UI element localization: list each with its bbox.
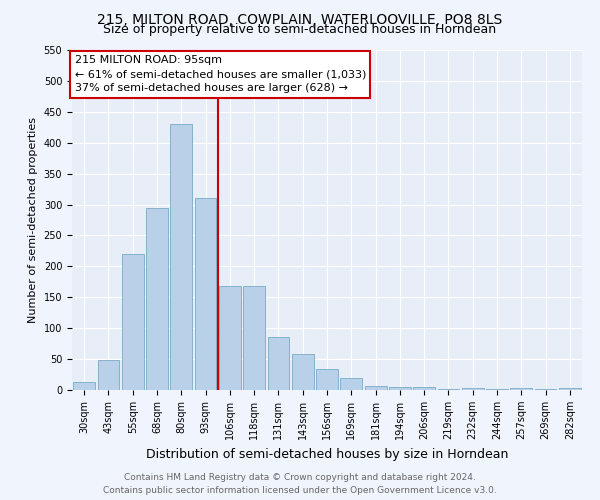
Bar — [486, 389, 508, 390]
Bar — [365, 386, 386, 390]
Bar — [146, 208, 168, 390]
Bar — [243, 286, 265, 390]
Bar — [73, 382, 95, 390]
Y-axis label: Number of semi-detached properties: Number of semi-detached properties — [28, 117, 38, 323]
Bar — [437, 389, 460, 390]
Bar — [268, 338, 289, 390]
Text: Size of property relative to semi-detached houses in Horndean: Size of property relative to semi-detach… — [103, 22, 497, 36]
Text: 215 MILTON ROAD: 95sqm
← 61% of semi-detached houses are smaller (1,033)
37% of : 215 MILTON ROAD: 95sqm ← 61% of semi-det… — [74, 55, 366, 93]
Bar — [194, 198, 217, 390]
Bar — [170, 124, 192, 390]
Bar — [462, 388, 484, 390]
X-axis label: Distribution of semi-detached houses by size in Horndean: Distribution of semi-detached houses by … — [146, 448, 508, 460]
Bar — [219, 286, 241, 390]
Bar — [413, 387, 435, 390]
Bar — [316, 369, 338, 390]
Bar — [511, 388, 532, 390]
Bar — [97, 360, 119, 390]
Bar — [122, 254, 143, 390]
Bar — [389, 387, 411, 390]
Bar — [559, 388, 581, 390]
Bar — [535, 389, 556, 390]
Text: Contains HM Land Registry data © Crown copyright and database right 2024.
Contai: Contains HM Land Registry data © Crown c… — [103, 474, 497, 495]
Bar — [340, 378, 362, 390]
Text: 215, MILTON ROAD, COWPLAIN, WATERLOOVILLE, PO8 8LS: 215, MILTON ROAD, COWPLAIN, WATERLOOVILL… — [97, 12, 503, 26]
Bar — [292, 354, 314, 390]
